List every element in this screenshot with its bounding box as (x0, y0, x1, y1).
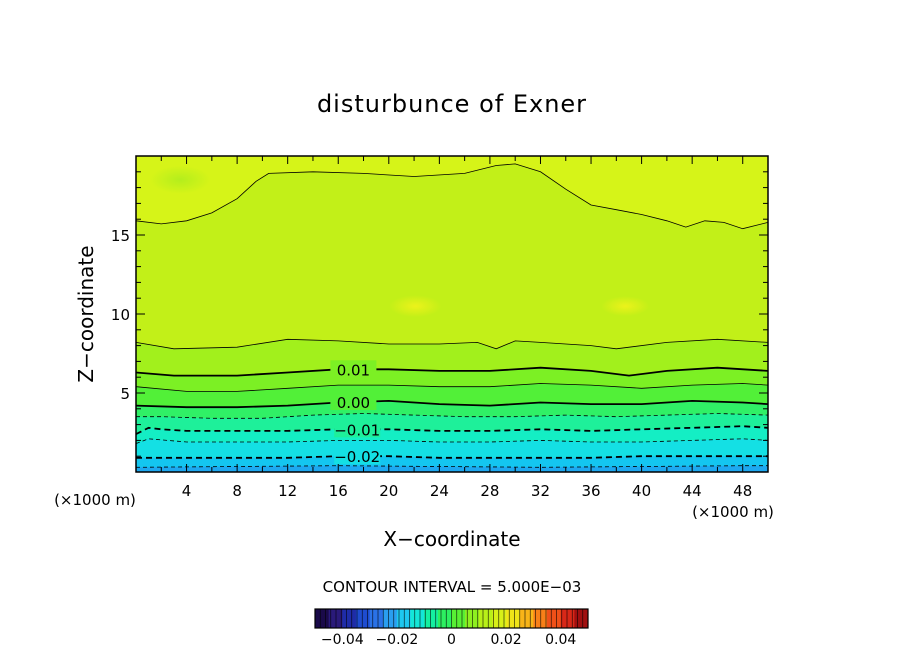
contour-label: −0.02 (334, 448, 380, 466)
x-tick-label: 36 (581, 482, 600, 500)
colorbar-ticks: −0.04 −0.02 0 0.02 0.04 (321, 632, 577, 648)
y-tick-label: 15 (111, 227, 130, 245)
colorbar-frame (314, 608, 589, 629)
colorbar-swatch (547, 609, 562, 628)
contour-label-bg (330, 393, 377, 411)
contour-line (136, 399, 768, 409)
contour-line (136, 425, 768, 435)
contour-label: 0.00 (337, 394, 370, 412)
x-tick-label: 20 (379, 482, 398, 500)
contour-line (136, 338, 768, 350)
y-tick-label: 5 (120, 385, 130, 403)
contour-label: −0.01 (334, 421, 380, 439)
field-highlight (601, 296, 650, 317)
x-axis-ticks: 4 8 12 16 20 24 28 32 36 40 44 48 (160, 156, 752, 500)
colorbar-swatch (369, 609, 384, 628)
x-tick-label: 4 (182, 482, 192, 500)
colorbar-swatch (342, 609, 357, 628)
colorbar-swatch (478, 609, 493, 628)
colorbar-tick-label: −0.02 (375, 632, 418, 648)
colorbar-swatch (574, 609, 589, 628)
x-tick-label: 8 (232, 482, 242, 500)
x-axis-unit-left: (×1000 m) (54, 491, 136, 509)
y-tick-label: 10 (111, 306, 130, 324)
band-0.02_0.025 (136, 156, 768, 229)
x-axis-unit-right: (×1000 m) (692, 503, 774, 521)
colorbar-swatch (560, 609, 575, 628)
x-tick-label: 40 (632, 482, 651, 500)
x-tick-label: 32 (531, 482, 550, 500)
colorbar-swatch (519, 609, 534, 628)
contour-line (136, 163, 768, 230)
colorbar-swatch (506, 609, 521, 628)
y-axis-ticks: 5 10 15 (111, 171, 768, 457)
contour-label-bg (334, 420, 381, 438)
x-axis-label: X−coordinate (383, 527, 520, 551)
contour-label-bg (334, 447, 381, 465)
colorbar-swatch (424, 609, 439, 628)
contour-labels: 0.01 0.00 −0.01 −0.02 (330, 360, 381, 466)
colorbar (314, 608, 589, 629)
x-tick-label: 16 (329, 482, 348, 500)
colorbar-swatch (492, 609, 507, 628)
field-highlight (150, 165, 211, 194)
x-tick-label: 12 (278, 482, 297, 500)
chart-title: disturbunce of Exner (317, 90, 587, 118)
colorbar-swatch (355, 609, 371, 628)
colorbar-tick-label: −0.04 (321, 632, 364, 648)
contour-lines (136, 163, 768, 468)
contour-field (136, 156, 768, 472)
contour-line (136, 366, 768, 377)
contour-line (136, 383, 768, 392)
x-tick-label: 28 (480, 482, 499, 500)
colorbar-swatch (315, 609, 330, 628)
colorbar-swatch (437, 609, 452, 628)
contour-line (136, 438, 768, 444)
colorbar-swatch (410, 609, 425, 628)
contour-label-bg (330, 360, 377, 378)
y-axis-label: Z−coordinate (74, 245, 98, 382)
colorbar-tick-label: 0 (447, 632, 456, 648)
colorbar-swatch (383, 609, 398, 628)
colorbar-tick-label: 0.02 (491, 632, 522, 648)
contour-line (136, 413, 768, 419)
x-tick-label: 24 (430, 482, 449, 500)
x-tick-label: 44 (683, 482, 702, 500)
field-highlight (389, 295, 442, 318)
x-tick-label: 48 (733, 482, 752, 500)
contour-interval-label: CONTOUR INTERVAL = 5.000E−03 (323, 578, 582, 596)
contour-label: 0.01 (337, 361, 370, 379)
colorbar-tick-label: 0.04 (545, 632, 576, 648)
colorbar-swatch (451, 609, 466, 628)
